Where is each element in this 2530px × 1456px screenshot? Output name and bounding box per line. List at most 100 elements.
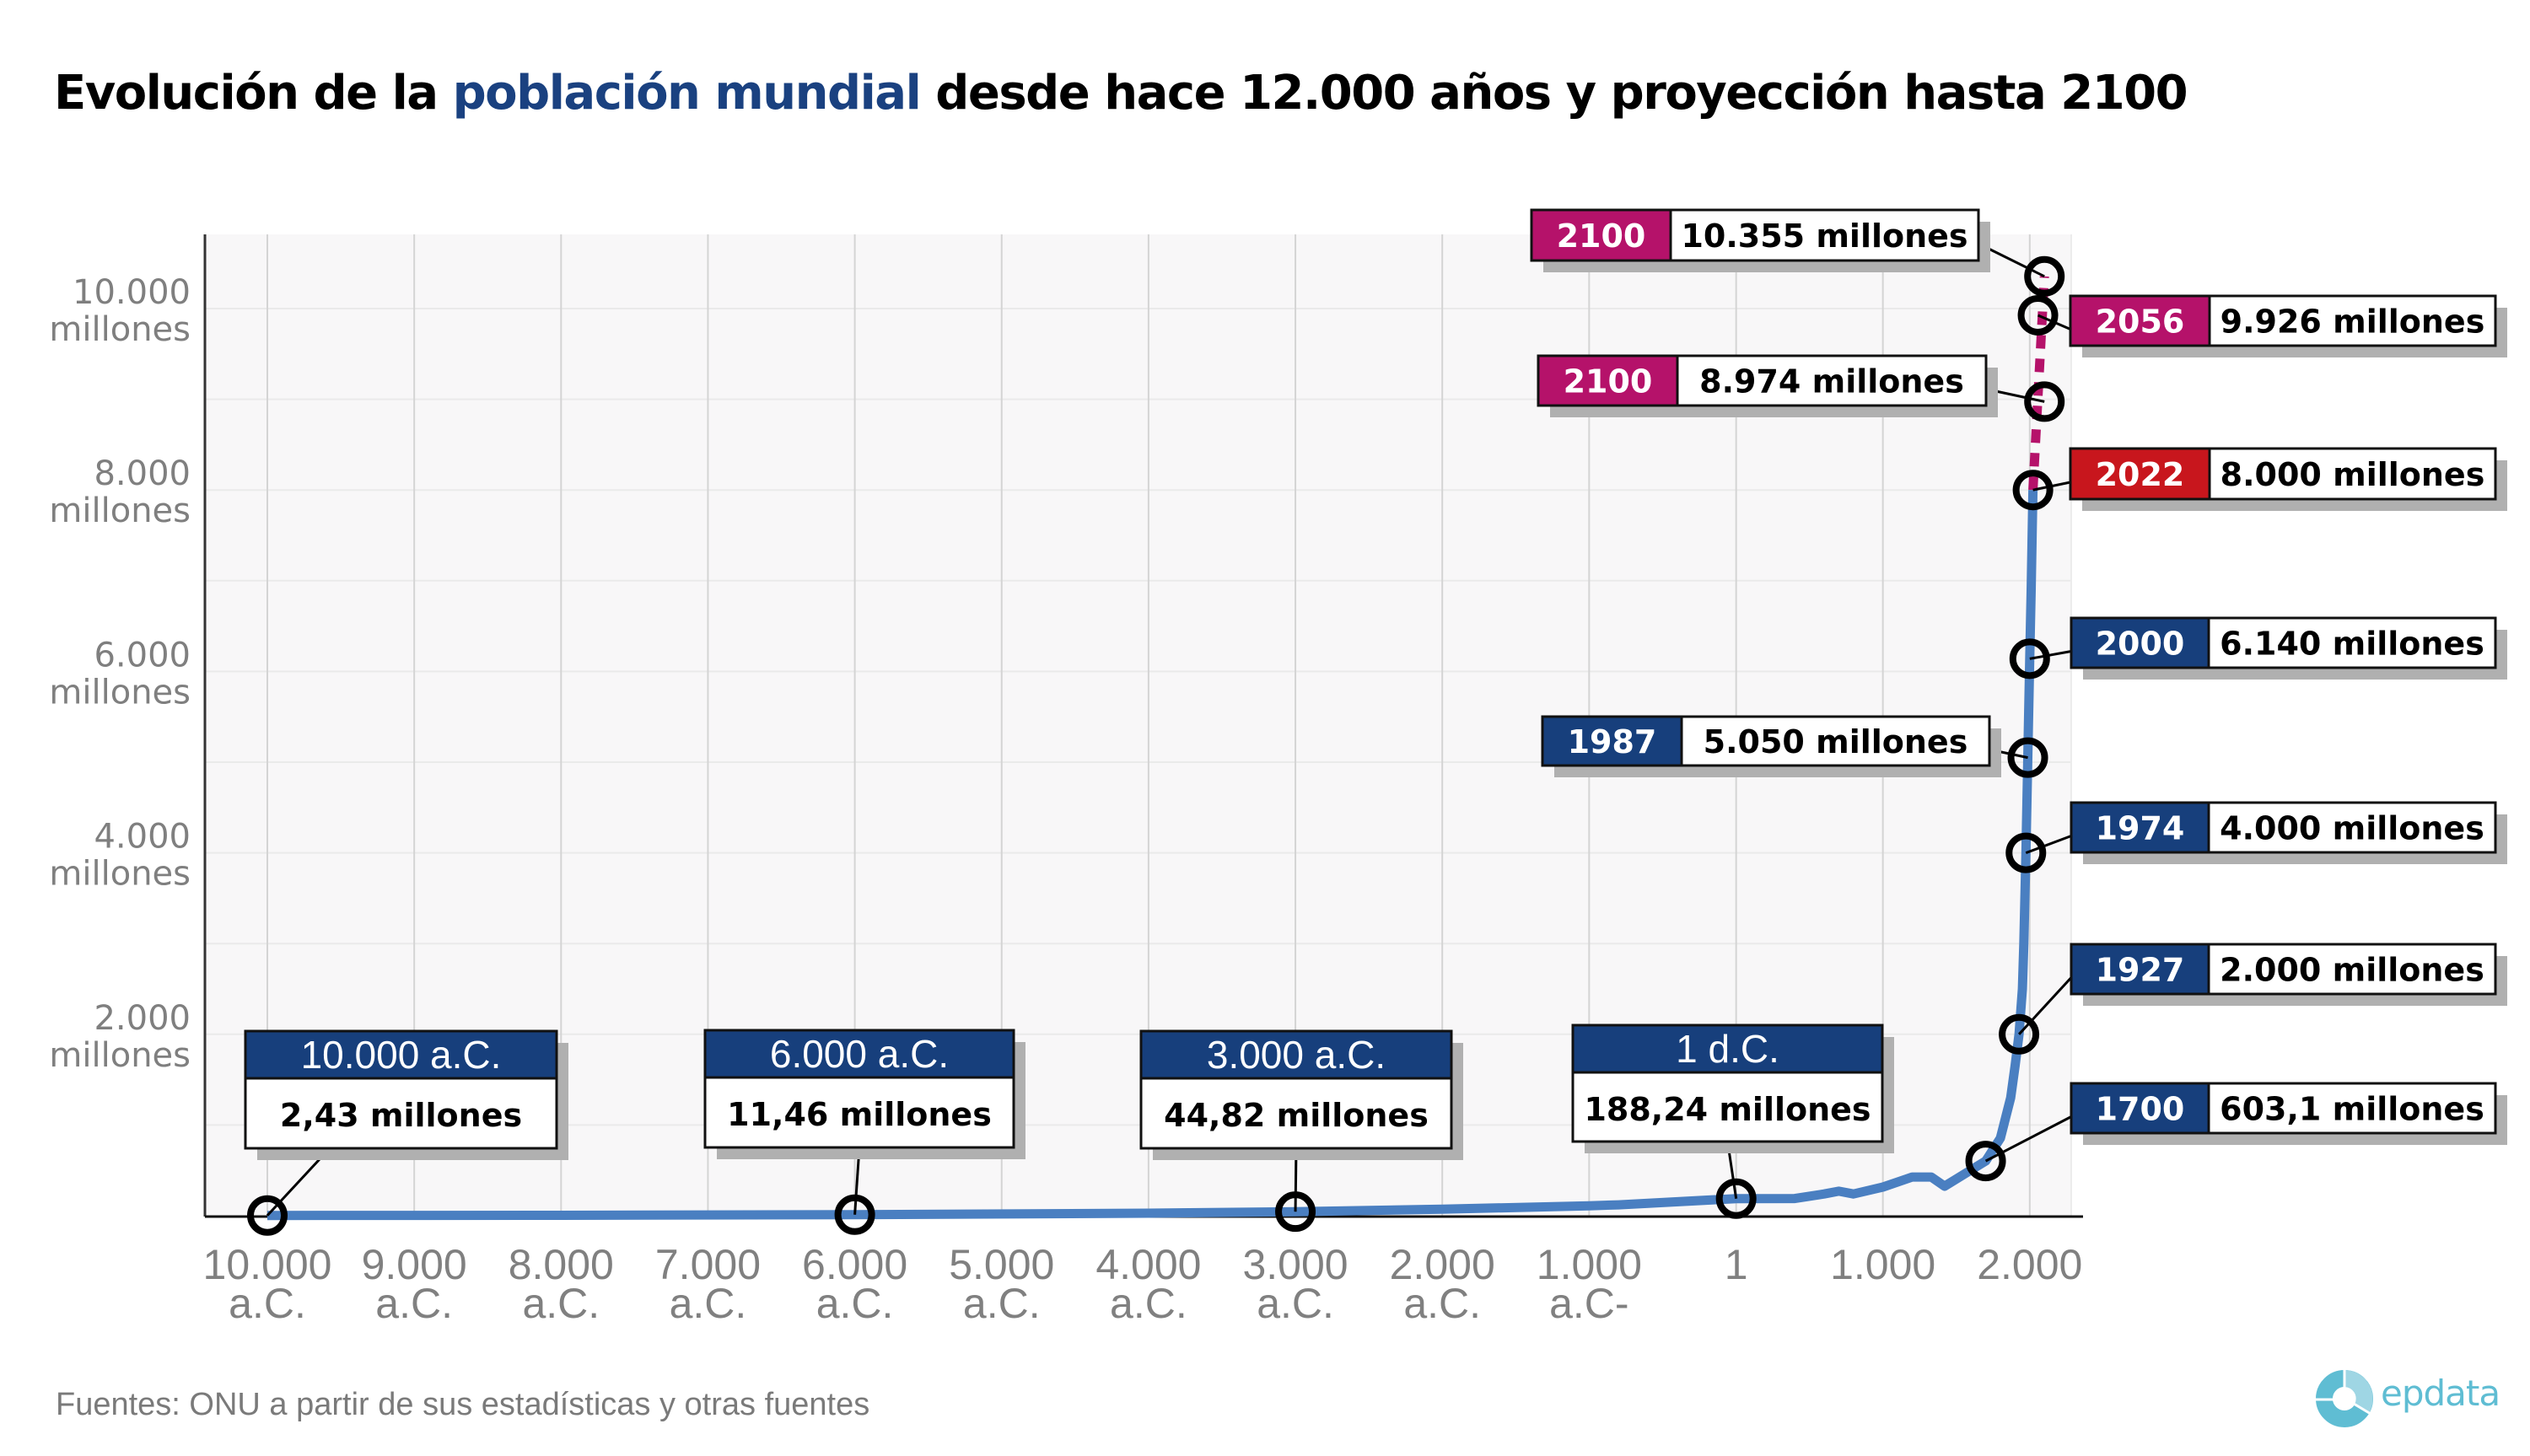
y-tick-unit: millones [49, 492, 191, 530]
annotation-year: 2100 [1564, 363, 1653, 400]
annotation-value: 8.974 millones [1699, 363, 1964, 400]
data-point-marker [2012, 470, 2054, 511]
x-tick-era: a.C. [522, 1280, 600, 1327]
y-tick-label: 2.000 millones [49, 999, 191, 1075]
x-tick-era: a.C- [1549, 1280, 1628, 1327]
annotation-value: 9.926 millones [2220, 304, 2485, 341]
x-tick-label: 9.000 a.C. [362, 1241, 467, 1327]
annotation-connector [2029, 650, 2072, 660]
annotation-p2100low: 2100 8.974 millones [1537, 354, 2065, 422]
annotation-value: 11,46 millones [727, 1096, 992, 1133]
annotation-header: 6.000 a.C. [770, 1032, 949, 1076]
x-tick-label: 6.000 a.C. [802, 1241, 907, 1327]
data-point-marker [1999, 1013, 2040, 1055]
annotation-year: 2022 [2096, 456, 2185, 493]
annotation-year: 1927 [2096, 952, 2185, 989]
y-tick-label: 8.000 millones [49, 454, 191, 530]
x-tick-era: a.C. [229, 1280, 306, 1327]
x-tick-era: a.C. [816, 1280, 894, 1327]
annotation-header-box [244, 1029, 558, 1080]
annotation-value-box [1571, 1071, 1884, 1143]
annotation-value: 2.000 millones [2220, 952, 2484, 989]
annotation-year-box [1541, 715, 1683, 767]
annotation-bc3000: 3.000 a.C. 44,82 millones [1139, 1029, 1463, 1233]
annotation-connector [2025, 835, 2072, 855]
x-tick-era: a.C. [1257, 1280, 1334, 1327]
annotation-y2022: 2022 8.000 millones [2012, 447, 2507, 511]
annotation-year: 2100 [1557, 218, 1646, 255]
y-tick-label: 4.000 millones [49, 818, 191, 894]
annotation-value-box [244, 1077, 558, 1150]
annotation-y1927: 1927 2.000 millones [1999, 943, 2507, 1055]
annotation-value: 8.000 millones [2220, 456, 2485, 493]
y-tick-value: 6.000 [94, 636, 191, 674]
source-note: Fuentes: ONU a partir de sus estadística… [56, 1387, 870, 1422]
data-point-marker [2024, 255, 2065, 297]
chart-title: Evolución de la población mundial desde … [54, 66, 2188, 121]
annotation-header: 3.000 a.C. [1207, 1033, 1386, 1077]
data-point-marker [1965, 1141, 2006, 1182]
x-tick-label: 3.000 a.C. [1242, 1241, 1348, 1327]
x-tick-label: 2.000 [1977, 1241, 2082, 1288]
x-tick-value: 2.000 [1977, 1241, 2082, 1288]
annotation-value: 188,24 millones [1584, 1091, 1871, 1128]
title-suffix: desde hace 12.000 años y proyección hast… [920, 66, 2188, 121]
data-point-marker [834, 1194, 875, 1235]
x-tick-value: 4.000 [1095, 1241, 1201, 1288]
y-tick-label: 6.000 millones [49, 636, 191, 712]
annotation-value: 4.000 millones [2220, 810, 2484, 847]
annotation-value-box [1139, 1077, 1453, 1150]
annotation-year: 1700 [2096, 1091, 2185, 1128]
x-tick-label: 1.000 [1830, 1241, 1935, 1288]
epdata-logo[interactable]: epdata [2315, 1366, 2509, 1433]
y-tick-value: 10.000 [73, 273, 191, 312]
annotation-year: 1987 [1568, 723, 1657, 760]
x-tick-era: a.C. [1403, 1280, 1481, 1327]
y-tick-unit: millones [49, 673, 191, 712]
annotation-value: 2,43 millones [280, 1097, 522, 1134]
annotation-year: 2000 [2096, 626, 2185, 663]
title-highlight: población mundial [452, 66, 922, 121]
annotation-header: 10.000 a.C. [301, 1033, 502, 1077]
annotation-year-box [2069, 294, 2211, 347]
annotation-year-box [2070, 616, 2210, 669]
data-point-marker [247, 1195, 288, 1236]
annotation-year: 2056 [2096, 304, 2185, 341]
x-axis-ticks: 10.000 a.C.9.000 a.C.8.000 a.C.7.000 a.C.6.0… [203, 1241, 2083, 1327]
title-prefix: Evolución de la [54, 66, 453, 121]
x-tick-value: 1 [1725, 1241, 1748, 1288]
x-tick-value: 1.000 [1830, 1241, 1935, 1288]
annotation-bc6000: 6.000 a.C. 11,46 millones [703, 1029, 1025, 1235]
y-tick-label: 10.000 millones [49, 273, 191, 349]
x-tick-label: 1.000 a.C- [1537, 1241, 1642, 1327]
annotation-y1987: 1987 5.050 millones [1541, 715, 2048, 778]
data-point-marker [2007, 737, 2048, 778]
x-tick-value: 2.000 [1390, 1241, 1495, 1288]
x-tick-value: 9.000 [362, 1241, 467, 1288]
data-point-marker [1275, 1191, 1316, 1233]
x-tick-value: 8.000 [509, 1241, 614, 1288]
x-tick-era: a.C. [375, 1280, 453, 1327]
data-point-marker [2005, 832, 2047, 873]
y-tick-unit: millones [49, 855, 191, 894]
x-tick-value: 10.000 [203, 1241, 332, 1288]
x-tick-label: 1 [1725, 1241, 1748, 1288]
annotation-header-box [1571, 1023, 1884, 1074]
x-tick-value: 1.000 [1537, 1241, 1642, 1288]
data-point-marker [2017, 294, 2059, 336]
annotation-value: 10.355 millones [1681, 218, 1967, 255]
data-point-marker [2009, 638, 2050, 680]
series-line-historical [266, 490, 2038, 1221]
y-tick-value: 4.000 [94, 818, 191, 857]
annotation-p2100high: 2100 10.355 millones [1530, 208, 2065, 297]
annotation-y2000: 2000 6.140 millones [2009, 616, 2507, 680]
annotation-y1974: 1974 4.000 millones [2005, 801, 2507, 873]
annotation-value: 6.140 millones [2220, 626, 2484, 663]
x-tick-value: 3.000 [1242, 1241, 1348, 1288]
data-point-marker [2024, 381, 2065, 422]
x-tick-value: 7.000 [655, 1241, 761, 1288]
annotation-header-box [1139, 1029, 1453, 1080]
annotations-layer: 10.000 a.C. 2,43 millones 6.000 a.C. 11,46 … [244, 208, 2507, 1236]
